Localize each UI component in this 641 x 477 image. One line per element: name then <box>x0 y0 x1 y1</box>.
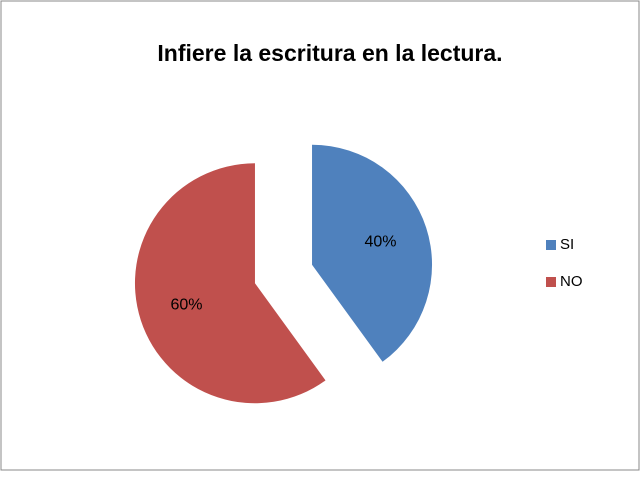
data-label: 40% <box>364 234 396 251</box>
pie-slice <box>312 144 433 362</box>
pie-slice <box>134 163 326 404</box>
legend-label: SI <box>560 236 574 253</box>
legend-swatch <box>546 240 556 250</box>
legend-swatch <box>546 277 556 287</box>
chart-title: Infiere la escritura en la lectura. <box>157 40 502 66</box>
legend-label: NO <box>560 273 583 290</box>
data-label: 60% <box>170 297 202 314</box>
